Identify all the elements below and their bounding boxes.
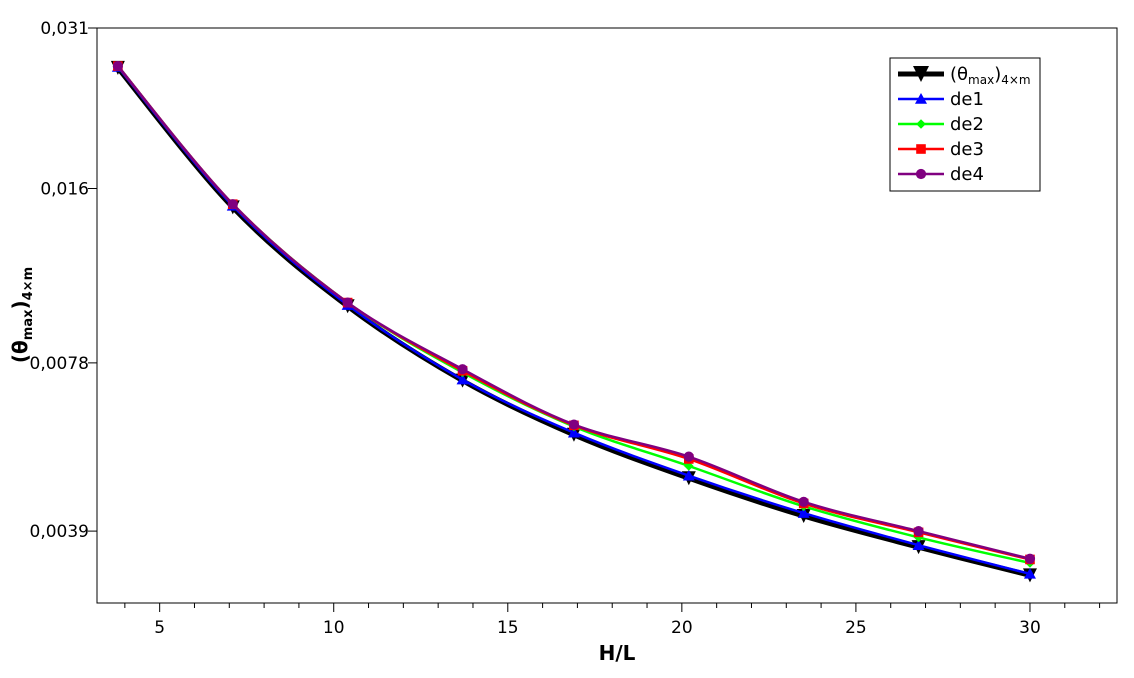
y-tick-label: 0,016 (40, 180, 89, 200)
legend-item: (θmax)4×m (898, 64, 1031, 87)
x-axis: 5 10 15 20 25 30 (124, 603, 1101, 638)
data-point (1024, 553, 1036, 564)
x-tick-label: 30 (1019, 618, 1041, 638)
data-point (683, 451, 694, 462)
data-point (567, 426, 580, 438)
data-point (912, 539, 925, 550)
legend-label: de1 (950, 89, 984, 110)
data-point (913, 525, 924, 537)
x-tick-label: 5 (154, 618, 165, 638)
legend-marker (915, 93, 927, 104)
series-de4 (112, 60, 1036, 564)
series-layer (110, 60, 1037, 583)
y-tick-label: 0,0039 (30, 522, 89, 542)
x-axis-title: H/L (599, 641, 636, 665)
data-point (112, 60, 123, 72)
y-tick-label: 0,0078 (30, 354, 89, 374)
legend-marker (913, 66, 929, 82)
legend-marker (915, 168, 927, 180)
x-tick-label: 20 (671, 618, 693, 638)
y-axis-title: (θmax)4×m (8, 267, 36, 363)
data-point (568, 419, 580, 430)
legend-label: de3 (950, 139, 984, 160)
legend-marker (916, 119, 926, 129)
y-axis: 0,031 0,016 0,0078 0,0039 (30, 19, 97, 542)
legend-item: de3 (898, 139, 984, 160)
x-tick-label: 15 (497, 618, 519, 638)
legend-item: de1 (898, 89, 984, 110)
data-point (227, 199, 238, 210)
y-tick-label: 0,031 (40, 19, 89, 39)
legend-item: de2 (898, 114, 984, 135)
legend-label: (θmax)4×m (950, 64, 1031, 87)
legend-item: de4 (898, 164, 984, 185)
data-point (1023, 567, 1036, 579)
x-tick-label: 25 (845, 618, 867, 638)
series-line (116, 65, 1031, 560)
data-point (457, 364, 468, 375)
data-point (797, 507, 810, 518)
legend-label: de2 (950, 114, 984, 135)
x-tick-label: 10 (323, 618, 345, 638)
data-point (682, 469, 695, 481)
legend-label: de4 (950, 164, 984, 185)
data-point (798, 496, 809, 507)
data-point (456, 373, 469, 385)
data-point (342, 297, 353, 308)
legend-marker (916, 144, 926, 154)
